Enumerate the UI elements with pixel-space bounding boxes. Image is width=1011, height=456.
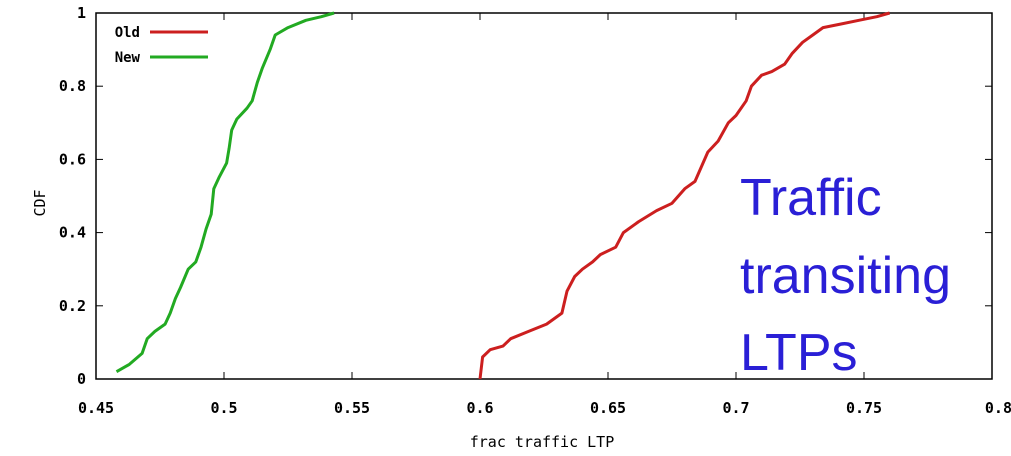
x-tick-label: 0.65 xyxy=(590,399,626,417)
annotation-line-3: LTPs xyxy=(740,324,858,382)
y-tick-label: 0.4 xyxy=(59,224,86,242)
annotation-line-1: Traffic xyxy=(740,169,882,227)
x-axis-label: frac traffic LTP xyxy=(470,433,615,451)
y-tick-label: 0.8 xyxy=(59,77,86,95)
x-tick-label: 0.75 xyxy=(846,399,882,417)
plot-frame xyxy=(95,12,993,380)
legend-label-new: New xyxy=(115,50,141,66)
y-axis-label: CDF xyxy=(31,189,49,216)
x-tick-label: 0.45 xyxy=(78,399,114,417)
y-tick-label: 0 xyxy=(77,370,86,388)
x-tick-label: 0.6 xyxy=(466,399,493,417)
x-tick-label: 0.55 xyxy=(334,399,370,417)
y-tick-label: 1 xyxy=(77,4,86,22)
annotation-line-2: transiting xyxy=(740,247,951,305)
legend: Old New xyxy=(115,25,208,66)
y-tick-label: 0.6 xyxy=(59,150,86,168)
legend-label-old: Old xyxy=(115,25,140,41)
x-tick-label: 0.7 xyxy=(722,399,749,417)
series-line-old xyxy=(478,11,891,380)
series-line-new xyxy=(115,11,335,374)
x-tick-label: 0.8 xyxy=(985,399,1011,417)
x-tick-label: 0.5 xyxy=(210,399,237,417)
annotation: Traffic transiting LTPs xyxy=(740,169,951,382)
y-tick-label: 0.2 xyxy=(59,297,86,315)
